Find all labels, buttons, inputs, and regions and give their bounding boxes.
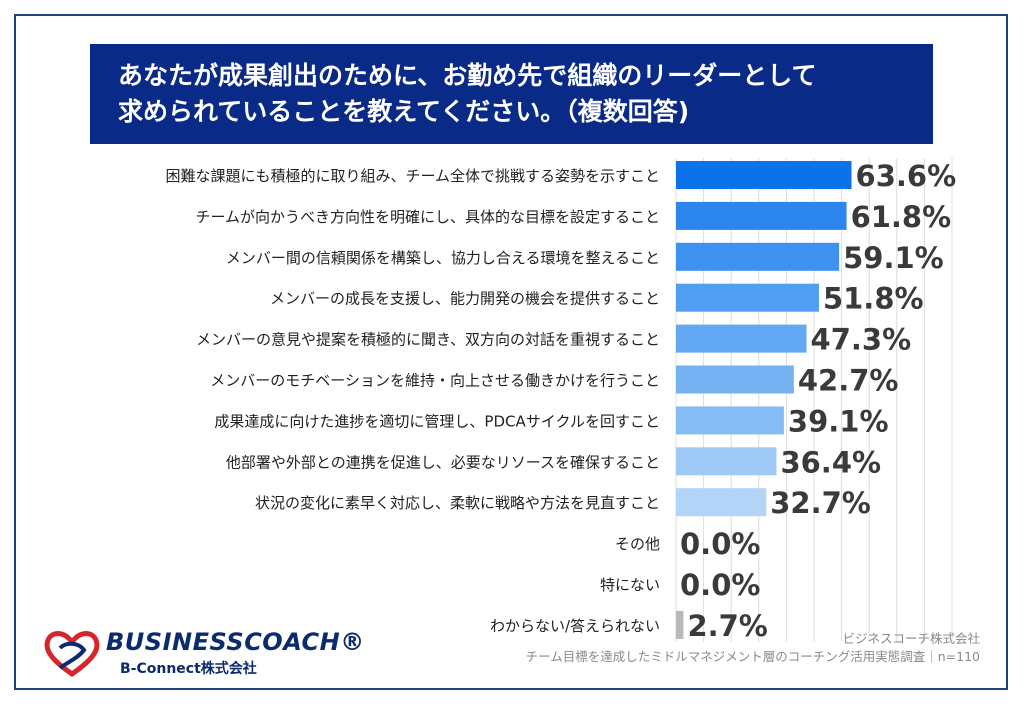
category-label: わからない/答えられない bbox=[490, 617, 660, 635]
category-label: メンバーのモチベーションを維持・向上させる働きかけを行うこと bbox=[210, 372, 660, 390]
bar bbox=[676, 324, 807, 353]
value-label: 42.7% bbox=[798, 364, 899, 398]
bar bbox=[676, 283, 819, 312]
value-label: 51.8% bbox=[823, 282, 924, 316]
category-label: メンバーの成長を支援し、能力開発の機会を提供すること bbox=[270, 290, 660, 308]
bar bbox=[676, 447, 777, 476]
source-company: ビジネスコーチ株式会社 bbox=[842, 631, 980, 646]
title-banner: あなたが成果創出のために、お勤め先で組織のリーダーとして 求められていることを教… bbox=[90, 44, 933, 144]
value-label: 0.0% bbox=[680, 568, 760, 602]
category-label: 成果達成に向けた進捗を適切に管理し、PDCAサイクルを回すこと bbox=[214, 412, 660, 430]
chart-title-line2: 求められていることを教えてください。（複数回答) bbox=[118, 97, 690, 126]
value-label: 61.8% bbox=[851, 200, 952, 234]
category-label: メンバー間の信頼関係を構築し、協力し合える環境を整えること bbox=[226, 249, 660, 267]
category-label: その他 bbox=[615, 535, 660, 553]
bar bbox=[676, 365, 794, 394]
category-label: 他部署や外部との連携を促進し、必要なリソースを確保すること bbox=[226, 453, 660, 471]
value-label: 0.0% bbox=[680, 527, 760, 561]
bar bbox=[676, 488, 767, 517]
heart-logo-icon bbox=[44, 631, 100, 678]
logo-subtitle: B-Connect株式会社 bbox=[120, 661, 257, 677]
category-label: 困難な課題にも積極的に取り組み、チーム全体で挑戦する姿勢を示すこと bbox=[165, 167, 660, 185]
value-label: 59.1% bbox=[843, 241, 944, 275]
value-label: 36.4% bbox=[780, 445, 881, 479]
bar bbox=[676, 161, 852, 189]
chart-title-line1: あなたが成果創出のために、お勤め先で組織のリーダーとして bbox=[118, 61, 817, 90]
logo-wordmark: BUSINESSCOACH® bbox=[106, 628, 365, 656]
bar bbox=[676, 610, 684, 639]
value-label: 2.7% bbox=[687, 609, 767, 643]
category-label: チームが向かうべき方向性を明確にし、具体的な目標を設定すること bbox=[195, 208, 660, 226]
source-note: ビジネスコーチ株式会社 チーム目標を達成したミドルマネジメント層のコーチング活用… bbox=[526, 630, 980, 666]
category-label: 状況の変化に素早く対応し、柔軟に戦略や方法を見直すこと bbox=[255, 494, 660, 512]
bar bbox=[676, 406, 784, 435]
category-label: メンバーの意見や提案を積極的に聞き、双方向の対話を重視すること bbox=[196, 331, 660, 349]
company-logo: BUSINESSCOACH® B-Connect株式会社 bbox=[42, 628, 364, 680]
value-label: 39.1% bbox=[788, 404, 889, 438]
value-label: 32.7% bbox=[770, 486, 871, 520]
value-label: 63.6% bbox=[856, 159, 957, 193]
value-label: 47.3% bbox=[811, 323, 912, 357]
category-label: 特にない bbox=[600, 576, 660, 594]
bar bbox=[676, 242, 840, 271]
source-survey: チーム目標を達成したミドルマネジメント層のコーチング活用実態調査｜n=110 bbox=[525, 649, 980, 664]
bar bbox=[676, 201, 847, 230]
